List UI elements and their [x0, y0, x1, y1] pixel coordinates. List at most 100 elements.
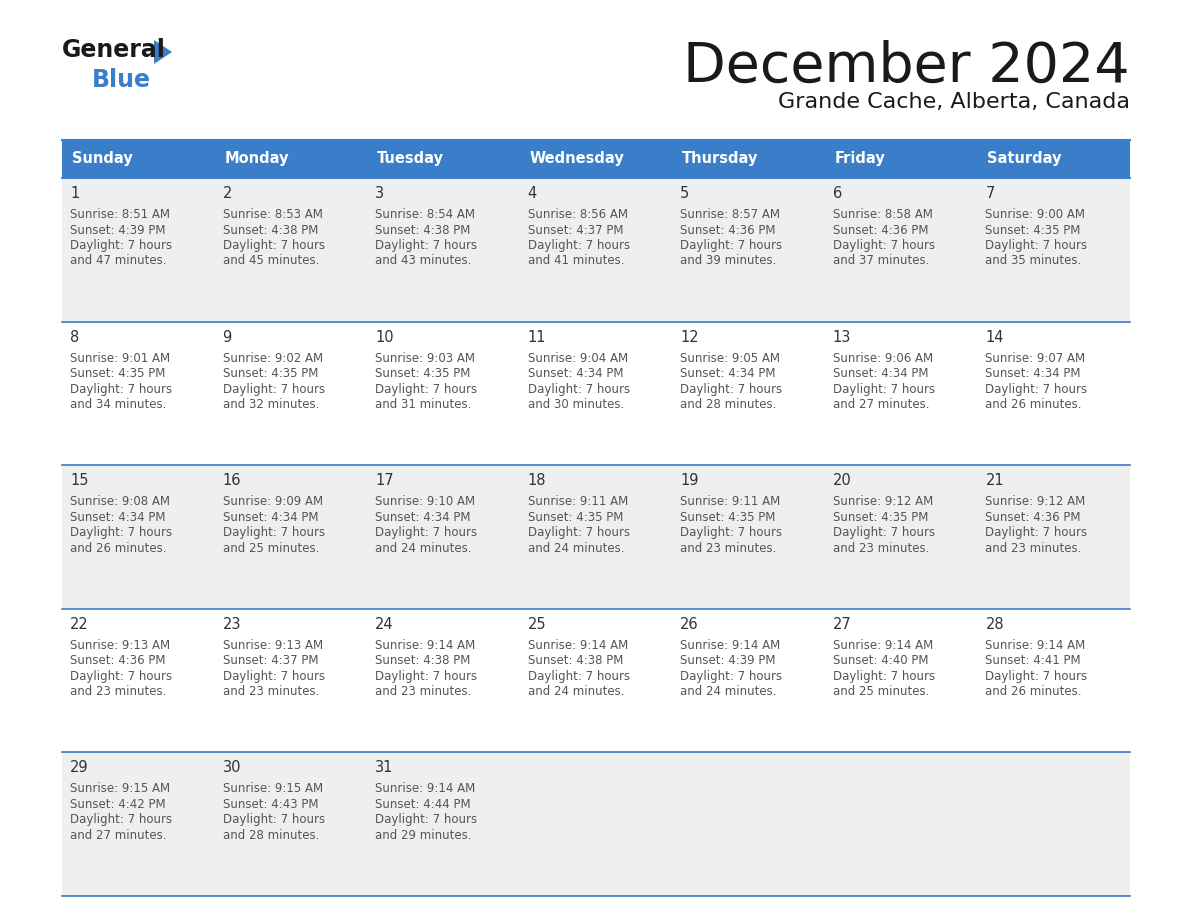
Text: Sunrise: 9:05 AM: Sunrise: 9:05 AM [681, 352, 781, 364]
Text: Sunrise: 9:11 AM: Sunrise: 9:11 AM [527, 495, 628, 509]
Text: Sunset: 4:35 PM: Sunset: 4:35 PM [375, 367, 470, 380]
Text: 21: 21 [985, 473, 1004, 488]
Text: General: General [62, 38, 166, 62]
Text: 3: 3 [375, 186, 384, 201]
Text: Sunset: 4:37 PM: Sunset: 4:37 PM [222, 655, 318, 667]
Text: Sunrise: 9:14 AM: Sunrise: 9:14 AM [375, 782, 475, 795]
Text: Daylight: 7 hours: Daylight: 7 hours [375, 670, 478, 683]
Text: Sunset: 4:38 PM: Sunset: 4:38 PM [527, 655, 623, 667]
Text: Sunrise: 9:15 AM: Sunrise: 9:15 AM [222, 782, 323, 795]
Text: and 23 minutes.: and 23 minutes. [375, 686, 472, 699]
Text: and 24 minutes.: and 24 minutes. [527, 542, 624, 554]
Bar [62, 178, 1130, 321]
Text: Sunset: 4:34 PM: Sunset: 4:34 PM [375, 510, 470, 523]
Text: Sunrise: 9:13 AM: Sunrise: 9:13 AM [222, 639, 323, 652]
Text: Sunset: 4:42 PM: Sunset: 4:42 PM [70, 798, 165, 811]
Bar [62, 465, 1130, 609]
Text: Daylight: 7 hours: Daylight: 7 hours [70, 383, 172, 396]
Text: Sunset: 4:38 PM: Sunset: 4:38 PM [375, 223, 470, 237]
Text: and 29 minutes.: and 29 minutes. [375, 829, 472, 842]
Text: Daylight: 7 hours: Daylight: 7 hours [681, 239, 783, 252]
Text: and 27 minutes.: and 27 minutes. [833, 398, 929, 411]
Text: Sunset: 4:34 PM: Sunset: 4:34 PM [833, 367, 928, 380]
Text: 31: 31 [375, 760, 393, 776]
Text: Sunset: 4:36 PM: Sunset: 4:36 PM [70, 655, 165, 667]
Text: Sunset: 4:36 PM: Sunset: 4:36 PM [985, 510, 1081, 523]
Text: Sunset: 4:44 PM: Sunset: 4:44 PM [375, 798, 470, 811]
Text: 17: 17 [375, 473, 393, 488]
Text: Sunrise: 9:10 AM: Sunrise: 9:10 AM [375, 495, 475, 509]
Text: Tuesday: Tuesday [377, 151, 444, 166]
Text: Daylight: 7 hours: Daylight: 7 hours [833, 239, 935, 252]
Text: and 43 minutes.: and 43 minutes. [375, 254, 472, 267]
Text: Sunset: 4:39 PM: Sunset: 4:39 PM [681, 655, 776, 667]
Text: Sunset: 4:35 PM: Sunset: 4:35 PM [833, 510, 928, 523]
Text: Daylight: 7 hours: Daylight: 7 hours [375, 526, 478, 539]
Text: Sunrise: 8:56 AM: Sunrise: 8:56 AM [527, 208, 627, 221]
Text: and 35 minutes.: and 35 minutes. [985, 254, 1082, 267]
Text: Daylight: 7 hours: Daylight: 7 hours [985, 526, 1087, 539]
Text: 12: 12 [681, 330, 699, 344]
Text: and 28 minutes.: and 28 minutes. [222, 829, 318, 842]
Text: and 26 minutes.: and 26 minutes. [985, 398, 1082, 411]
Text: and 25 minutes.: and 25 minutes. [222, 542, 318, 554]
Text: 27: 27 [833, 617, 852, 632]
Text: December 2024: December 2024 [683, 40, 1130, 94]
Text: 1: 1 [70, 186, 80, 201]
Bar [367, 140, 519, 178]
Text: Sunrise: 9:15 AM: Sunrise: 9:15 AM [70, 782, 170, 795]
Text: Sunrise: 8:53 AM: Sunrise: 8:53 AM [222, 208, 322, 221]
Text: and 39 minutes.: and 39 minutes. [681, 254, 777, 267]
Text: Friday: Friday [835, 151, 885, 166]
Text: Daylight: 7 hours: Daylight: 7 hours [70, 239, 172, 252]
Bar [62, 140, 215, 178]
Text: 11: 11 [527, 330, 546, 344]
Text: Daylight: 7 hours: Daylight: 7 hours [681, 383, 783, 396]
Text: Daylight: 7 hours: Daylight: 7 hours [833, 383, 935, 396]
Text: Daylight: 7 hours: Daylight: 7 hours [985, 239, 1087, 252]
Text: Monday: Monday [225, 151, 289, 166]
Text: Sunset: 4:35 PM: Sunset: 4:35 PM [681, 510, 776, 523]
Text: Sunset: 4:35 PM: Sunset: 4:35 PM [222, 367, 318, 380]
Text: Daylight: 7 hours: Daylight: 7 hours [527, 383, 630, 396]
Text: Sunset: 4:34 PM: Sunset: 4:34 PM [527, 367, 624, 380]
Text: Daylight: 7 hours: Daylight: 7 hours [222, 239, 324, 252]
Text: Sunrise: 9:14 AM: Sunrise: 9:14 AM [375, 639, 475, 652]
Text: Sunset: 4:34 PM: Sunset: 4:34 PM [70, 510, 165, 523]
Text: 4: 4 [527, 186, 537, 201]
Text: Sunrise: 9:04 AM: Sunrise: 9:04 AM [527, 352, 627, 364]
Text: 22: 22 [70, 617, 89, 632]
Text: Sunset: 4:38 PM: Sunset: 4:38 PM [222, 223, 318, 237]
Text: Sunset: 4:43 PM: Sunset: 4:43 PM [222, 798, 318, 811]
Text: Daylight: 7 hours: Daylight: 7 hours [833, 670, 935, 683]
Text: Sunrise: 8:57 AM: Sunrise: 8:57 AM [681, 208, 781, 221]
Text: Sunset: 4:38 PM: Sunset: 4:38 PM [375, 655, 470, 667]
Text: 15: 15 [70, 473, 88, 488]
Text: Sunset: 4:35 PM: Sunset: 4:35 PM [70, 367, 165, 380]
Text: 20: 20 [833, 473, 852, 488]
Text: Daylight: 7 hours: Daylight: 7 hours [222, 813, 324, 826]
Text: Sunset: 4:35 PM: Sunset: 4:35 PM [985, 223, 1081, 237]
Text: 10: 10 [375, 330, 393, 344]
Text: 26: 26 [681, 617, 699, 632]
Text: Sunrise: 9:02 AM: Sunrise: 9:02 AM [222, 352, 323, 364]
Text: Sunset: 4:37 PM: Sunset: 4:37 PM [527, 223, 624, 237]
Text: Daylight: 7 hours: Daylight: 7 hours [985, 383, 1087, 396]
Text: Daylight: 7 hours: Daylight: 7 hours [375, 383, 478, 396]
Text: Daylight: 7 hours: Daylight: 7 hours [527, 526, 630, 539]
Text: 24: 24 [375, 617, 393, 632]
Text: Wednesday: Wednesday [530, 151, 625, 166]
Text: Daylight: 7 hours: Daylight: 7 hours [222, 670, 324, 683]
Text: Sunrise: 9:14 AM: Sunrise: 9:14 AM [527, 639, 628, 652]
Text: Sunset: 4:35 PM: Sunset: 4:35 PM [527, 510, 623, 523]
Text: Daylight: 7 hours: Daylight: 7 hours [222, 383, 324, 396]
Text: Sunset: 4:39 PM: Sunset: 4:39 PM [70, 223, 165, 237]
Text: Daylight: 7 hours: Daylight: 7 hours [375, 813, 478, 826]
Text: 28: 28 [985, 617, 1004, 632]
Bar [672, 140, 824, 178]
Text: and 47 minutes.: and 47 minutes. [70, 254, 166, 267]
Text: Daylight: 7 hours: Daylight: 7 hours [70, 526, 172, 539]
Bar [62, 753, 1130, 896]
Text: Daylight: 7 hours: Daylight: 7 hours [681, 526, 783, 539]
Text: and 24 minutes.: and 24 minutes. [375, 542, 472, 554]
